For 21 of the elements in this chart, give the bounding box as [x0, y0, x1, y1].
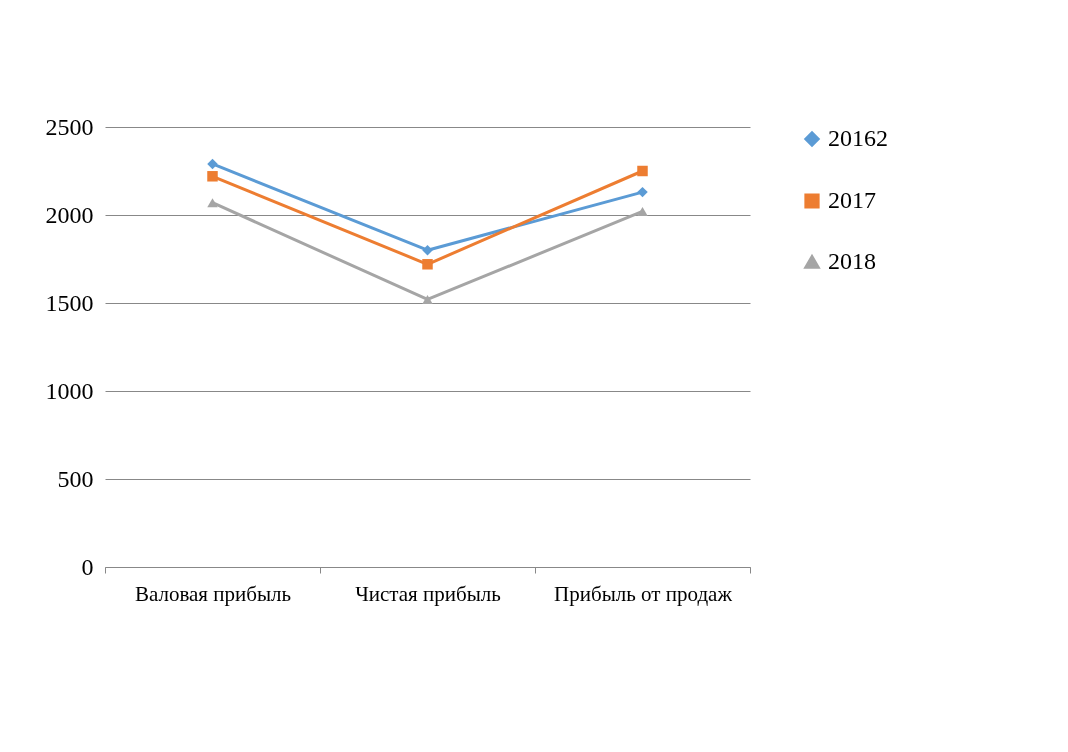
y-tick-label: 2500: [45, 113, 94, 140]
point: [637, 206, 648, 217]
point: [637, 165, 648, 177]
x-tick-label: Валовая прибыль: [134, 581, 292, 606]
legend-label: 2018: [828, 248, 876, 274]
point: [207, 158, 218, 170]
legend-label: 20162: [828, 125, 888, 151]
x-tick-label: Прибыль от продаж: [554, 581, 733, 606]
y-tick-label: 0: [81, 553, 94, 580]
point: [422, 244, 433, 256]
y-tick-label: 1500: [45, 289, 94, 316]
point: [422, 259, 433, 270]
point: [637, 186, 648, 198]
y-tick-label: 500: [57, 465, 94, 492]
legend-label: 2017: [828, 187, 876, 213]
x-tick-label: Чистая прибыль: [355, 581, 501, 606]
y-tick-label: 1000: [45, 377, 94, 404]
point: [207, 198, 218, 208]
point: [422, 294, 433, 305]
y-tick-label: 2000: [45, 201, 94, 228]
point: [207, 171, 218, 182]
